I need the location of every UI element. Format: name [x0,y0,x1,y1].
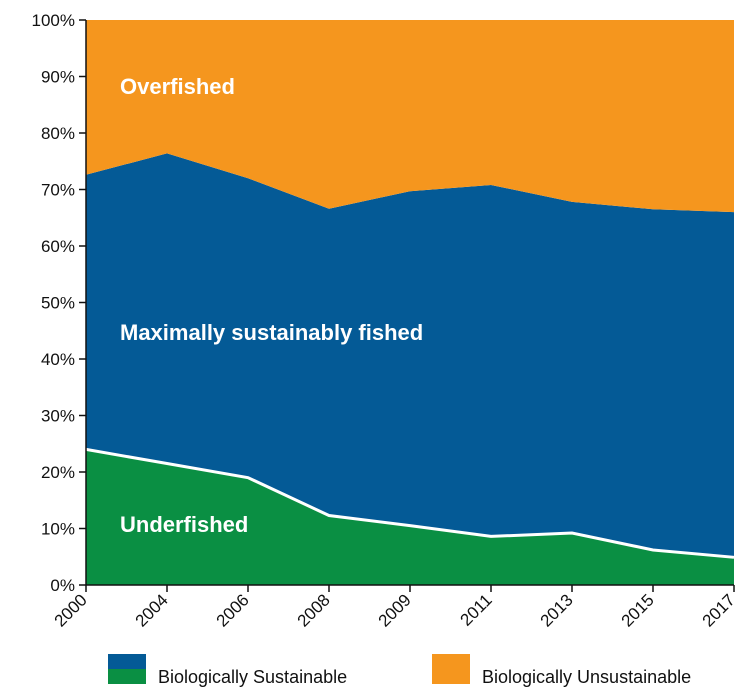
area-overfished [86,20,734,213]
y-tick-label: 60% [41,237,75,256]
x-tick-label: 2004 [132,590,172,630]
x-tick-label: 2013 [537,590,577,630]
area-label-maximally-sustainably-fished: Maximally sustainably fished [120,320,423,345]
y-tick-label: 40% [41,350,75,369]
y-tick-label: 70% [41,181,75,200]
divider-line [85,447,735,559]
y-tick-label: 20% [41,463,75,482]
x-tick-label: 2017 [699,590,739,630]
x-tick-label: 2011 [457,590,496,629]
x-tick-label: 2006 [213,590,253,630]
y-tick-label: 30% [41,407,75,426]
x-tick-label: 2008 [294,590,334,630]
divider-layer [85,447,735,559]
legend-swatch-biologically-sustainable [108,669,146,684]
y-tick-label: 90% [41,68,75,87]
area-label-layer: Underfished Maximally sustainably fished O… [120,74,423,537]
legend-label-biologically-unsustainable: Biologically Unsustainable [482,667,691,687]
legend-swatch-biologically-unsustainable [432,654,470,684]
x-tick-label: 2015 [618,590,658,630]
x-tick-label: 2000 [51,590,91,630]
y-tick-label: 80% [41,124,75,143]
legend-label-biologically-sustainable: Biologically Sustainable [158,667,347,687]
legend-swatch-biologically-sustainable [108,654,146,670]
area-label-underfished: Underfished [120,512,248,537]
area-label-overfished: Overfished [120,74,235,99]
y-tick-label: 100% [32,11,75,30]
x-tick-label: 2009 [375,590,415,630]
y-tick-label: 50% [41,294,75,313]
y-tick-label: 10% [41,520,75,539]
area-maximally-sustainably-fished [86,153,734,558]
legend: Biologically Sustainable Biologically Uns… [108,654,691,687]
area-layer [86,20,734,585]
y-tick-label: 0% [50,576,75,595]
area-underfished [86,449,734,585]
